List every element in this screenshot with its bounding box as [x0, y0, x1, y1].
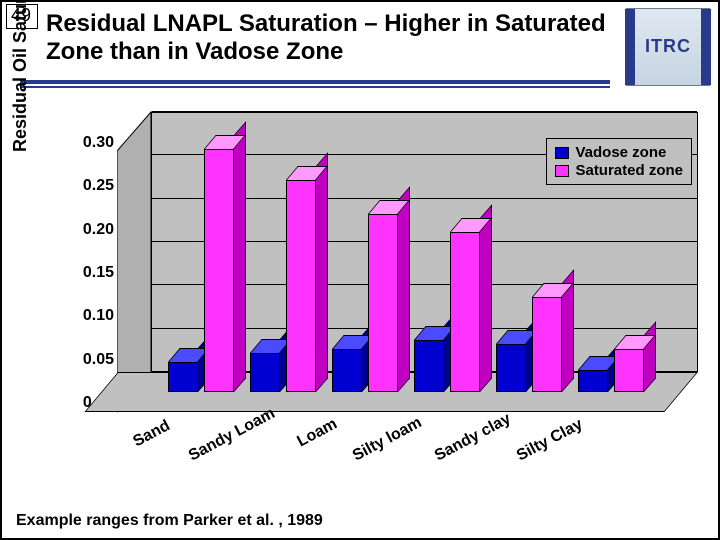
slide-title: Residual LNAPL Saturation – Higher in Sa… — [46, 10, 606, 65]
legend-label: Saturated zone — [575, 162, 683, 179]
legend-label: Vadose zone — [575, 144, 666, 161]
y-tick: 0.30 — [70, 134, 114, 152]
legend: Vadose zoneSaturated zone — [546, 138, 692, 185]
x-tick-label: Sand — [130, 417, 173, 451]
x-tick-label: Loam — [294, 415, 340, 451]
footer-citation: Example ranges from Parker et al. , 1989 — [16, 512, 323, 530]
y-axis-label: Residual Oil Saturation — [10, 0, 31, 152]
y-tick: 0.15 — [70, 264, 114, 282]
y-tick: 0.10 — [70, 307, 114, 325]
y-tick: 0.20 — [70, 221, 114, 239]
x-tick-label: Sandy Loam — [186, 405, 278, 466]
plot-area: Vadose zoneSaturated zone — [118, 112, 698, 412]
x-tick-label: Sandy clay — [432, 410, 514, 465]
title-rule — [20, 80, 610, 88]
gridline — [152, 111, 697, 112]
legend-item: Saturated zone — [555, 162, 683, 179]
legend-swatch — [555, 147, 569, 159]
y-tick: 0.05 — [70, 351, 114, 369]
x-tick-label: Silty Clay — [514, 416, 586, 466]
chart: Residual Oil Saturation 0.000.050.100.15… — [16, 112, 708, 492]
itrc-logo: ITRC — [626, 8, 710, 86]
y-tick: 0.25 — [70, 177, 114, 195]
legend-item: Vadose zone — [555, 144, 683, 161]
x-tick-label: Silty loam — [350, 414, 425, 465]
legend-swatch — [555, 165, 569, 177]
